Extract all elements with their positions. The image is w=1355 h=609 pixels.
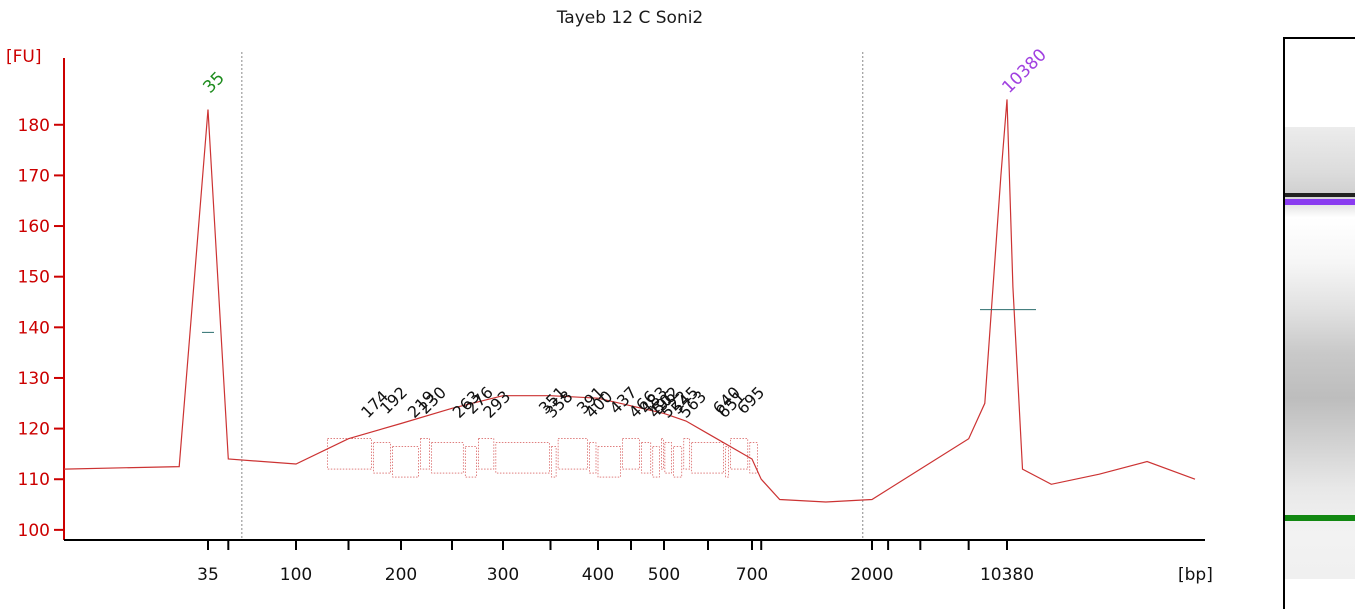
fragment-region-box: [749, 442, 758, 474]
fragment-region-box: [420, 438, 430, 470]
fragment-region-box: [431, 442, 464, 474]
gel-band-lower-marker: [1285, 515, 1355, 521]
y-tick-label: 110: [18, 470, 50, 490]
x-axis-label: [bp]: [1178, 565, 1213, 585]
fragment-region-box: [622, 438, 640, 470]
fragment-region-box: [464, 446, 477, 478]
fragment-region-box: [551, 446, 557, 478]
y-tick-label: 170: [18, 166, 50, 186]
fragment-region-box: [661, 438, 664, 470]
gel-image: [1283, 37, 1355, 609]
x-tick-label: 200: [385, 565, 417, 585]
fragment-region-box: [327, 438, 373, 470]
y-tick-label: 120: [18, 420, 50, 440]
y-tick-label: 130: [18, 369, 50, 389]
fragment-region-box: [683, 438, 691, 470]
fragment-region-box: [557, 438, 588, 470]
x-tick-label: 400: [582, 565, 614, 585]
fragment-region-box: [691, 442, 724, 474]
y-tick-label: 160: [18, 217, 50, 237]
x-tick-label: 35: [197, 565, 219, 585]
x-tick-label: 500: [648, 565, 680, 585]
fragment-region-box: [495, 442, 550, 474]
x-tick-label: 2000: [850, 565, 893, 585]
fragment-region-box: [392, 446, 419, 478]
y-axis-label: [FU]: [6, 47, 42, 67]
fragment-region-box: [652, 446, 660, 478]
fragment-region-box: [589, 442, 597, 474]
series-trace: [207, 99, 1196, 503]
x-tick-label: 300: [487, 565, 519, 585]
x-tick-label: 100: [280, 565, 312, 585]
fragment-region-box: [373, 442, 391, 474]
peak-label: 10380: [998, 45, 1050, 97]
electropherogram-chart: [FU] [bp] 100 110 120 130 140 150 160 170 180 35 100…: [6, 45, 1213, 585]
y-tick-label: 100: [18, 521, 50, 541]
fragment-region-box: [664, 442, 672, 474]
y-tick-label: 180: [18, 116, 50, 136]
fragment-region-box: [725, 446, 729, 478]
fragment-region-box: [597, 446, 621, 478]
series-trace-start: [63, 109, 209, 470]
fragment-region-box: [641, 442, 652, 474]
fragment-region-box: [730, 438, 749, 470]
peak-label: 35: [199, 68, 228, 97]
x-tick-label: 700: [736, 565, 768, 585]
chart-title: Tayeb 12 C Soni2: [556, 8, 704, 28]
fragment-region-box: [673, 446, 683, 478]
gel-band-upper-marker: [1285, 199, 1355, 205]
gel-band-shadow: [1285, 193, 1355, 197]
y-tick-label: 140: [18, 318, 50, 338]
x-tick-label: 10380: [980, 565, 1034, 585]
y-tick-label: 150: [18, 268, 50, 288]
fragment-region-box: [478, 438, 495, 470]
fragment-label: 192: [376, 383, 411, 418]
fragment-label: 695: [733, 383, 768, 418]
